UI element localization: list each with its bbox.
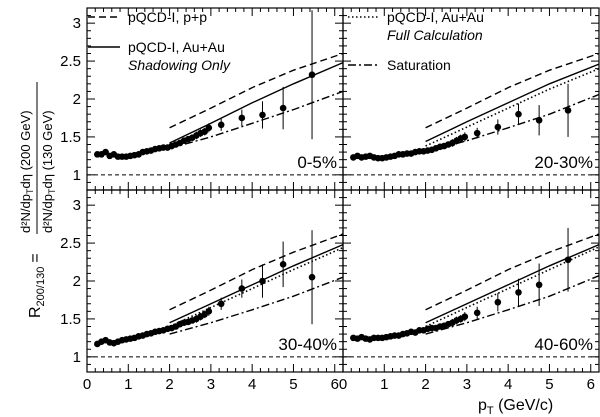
x-axis-label: pT (GeV/c) [478, 397, 553, 417]
legend-full-label: pQCD-I, Au+Au [387, 9, 484, 25]
data-point [494, 123, 502, 131]
x-tick-label: 2 [165, 376, 173, 393]
series-dotted-line [425, 67, 600, 147]
ylabel-r: R [27, 306, 44, 318]
legend-saturation-label: Saturation [387, 57, 451, 73]
series-dotted-line [425, 246, 600, 328]
y-tick-label: 3 [73, 15, 81, 32]
series-dashdot-line [425, 275, 600, 335]
data-point [259, 111, 266, 119]
xlabel-p: p [478, 397, 487, 414]
data-point [473, 129, 481, 137]
legend-left: pQCD-I, p+p pQCD-I, Au+Au Shadowing Only [88, 9, 231, 73]
y-tick-label: 2 [73, 91, 81, 108]
legend-right: pQCD-I, Au+Au Full Calculation Saturatio… [348, 9, 484, 73]
ylabel-denominator-tail: dη (130 GeV) [40, 110, 55, 188]
y-tick-label: 2 [73, 273, 81, 290]
data-point [217, 121, 225, 129]
data-point [461, 313, 469, 320]
ylabel-denominator: d²N/dp [40, 194, 55, 233]
y-tick-label: 1.5 [60, 129, 81, 146]
x-tick-label: 0 [83, 376, 91, 393]
data-point [473, 309, 481, 317]
series-dashed-line [425, 233, 600, 311]
x-tick-label: 5 [289, 376, 297, 393]
ylabel-numerator-sub: T [25, 188, 35, 194]
data-point [279, 104, 287, 112]
y-tick-label: 1 [73, 349, 81, 366]
series-dashdot-line [169, 276, 344, 335]
series-dashed-line [425, 52, 600, 129]
series-solid-line [425, 63, 600, 143]
data-point [238, 285, 246, 292]
ylabel-equals: = [27, 253, 44, 262]
x-tick-label: 6 [587, 376, 595, 393]
legend-pp-label: pQCD-I, p+p [128, 9, 207, 25]
x-tick-label: 5 [545, 376, 553, 393]
data-point [535, 116, 543, 124]
y-tick-label: 2.5 [60, 53, 81, 70]
legend-full-sublabel: Full Calculation [387, 27, 483, 43]
data-point [564, 107, 572, 114]
x-tick-label: 3 [207, 376, 215, 393]
series-dotted-line [169, 246, 344, 328]
data-point [259, 277, 266, 285]
series-solid-line [425, 243, 600, 324]
x-tick-label: 1 [124, 376, 132, 393]
svg-text:R200/130=: R200/130 = [27, 253, 47, 318]
xlabel-sub: T [487, 405, 494, 417]
data-point [279, 261, 287, 268]
y-tick-label: 2.5 [60, 235, 81, 252]
series-dashed-line [169, 233, 344, 311]
panel-bottom-right: 0 1 2 3 4 5 6 40-60% [339, 189, 600, 393]
xlabel-tail: (GeV/c) [494, 397, 554, 414]
legend-shadowing-label: pQCD-I, Au+Au [128, 39, 225, 55]
x-tick-label: 0 [339, 376, 347, 393]
x-tick-label: 4 [504, 376, 512, 393]
ylabel-numerator: d²N/dp [18, 194, 33, 233]
series-solid-line [169, 243, 344, 324]
x-tick-label: 6 [331, 376, 339, 393]
panel-top-left: 1 1.5 2 2.5 3 0-5% [60, 7, 344, 191]
y-axis-label: R200/130= d²N/dpTdη (200 GeV) d²N/dpTdη … [18, 82, 57, 318]
x-tick-label: 1 [380, 376, 388, 393]
data-point [205, 124, 213, 132]
x-tick-label: 4 [248, 376, 256, 393]
data-point [564, 256, 572, 264]
x-tick-label: 3 [463, 376, 471, 393]
legend-shadowing-sublabel: Shadowing Only [128, 57, 231, 73]
data-point [535, 281, 543, 289]
series-dashed-line [169, 52, 344, 129]
svg-text:d²N/dpTdη (200 GeV): d²N/dpTdη (200 GeV) [18, 110, 35, 233]
y-tick-label: 1.5 [60, 311, 81, 328]
panels: 11.522.530-5% 20-30%11.522.530 1 2 3 4 5 630-40… [60, 7, 600, 393]
data-point [308, 71, 316, 79]
centrality-label: 0-5% [297, 153, 337, 172]
x-tick-label: 2 [421, 376, 429, 393]
series-dashdot-line [169, 90, 344, 149]
data-point [515, 289, 522, 296]
y-tick-label: 1 [73, 167, 81, 184]
data-point [217, 300, 225, 308]
data-point [308, 273, 316, 281]
centrality-label: 20-30% [534, 153, 593, 172]
data-point [515, 110, 522, 118]
data-point [238, 114, 246, 122]
svg-text:d²N/dpTdη (130 GeV): d²N/dpTdη (130 GeV) [40, 110, 57, 233]
series-solid-line [169, 61, 344, 144]
ylabel-denominator-sub: T [47, 188, 57, 194]
centrality-label: 40-60% [534, 335, 593, 354]
ylabel-numerator-tail: dη (200 GeV) [18, 110, 33, 188]
data-point [461, 133, 469, 141]
y-tick-label: 3 [73, 197, 81, 214]
ylabel-r-sub: 200/130 [35, 267, 47, 307]
centrality-label: 30-40% [278, 335, 337, 354]
data-point [494, 298, 502, 306]
panel-top-right: 20-30% [342, 7, 600, 191]
data-point [205, 308, 213, 315]
panel-bottom-left: 11.522.530 1 2 3 4 5 630-40% [60, 189, 344, 393]
